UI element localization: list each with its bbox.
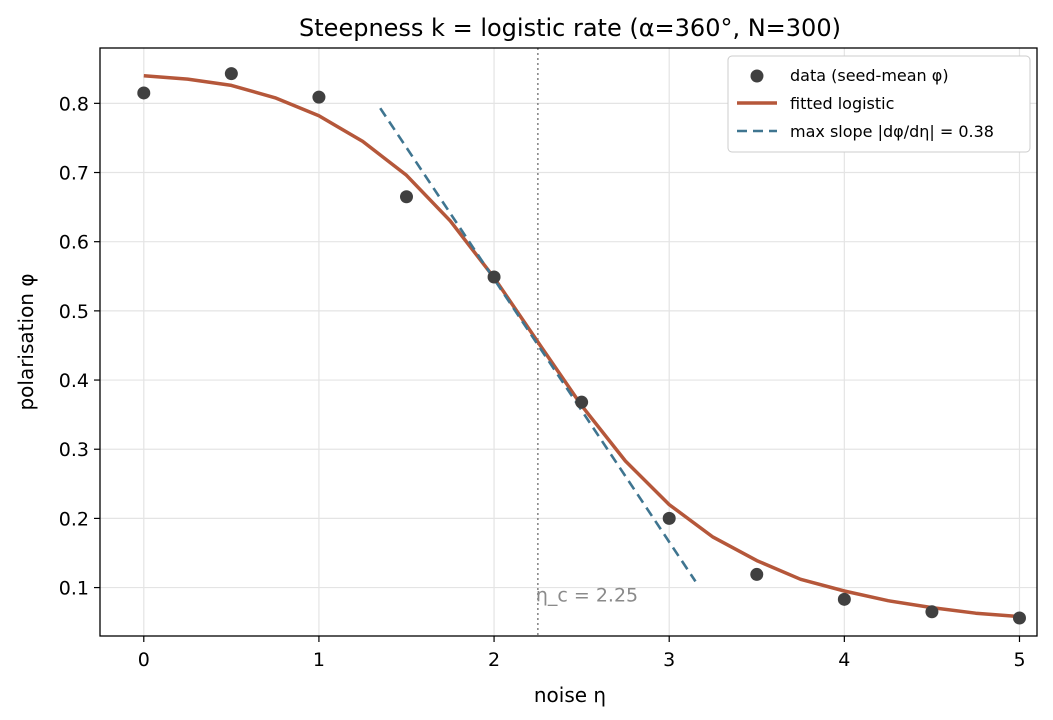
ticks-layer: 0 1 2 3 4 5 0.1 0.2 0.3 0.4 0.5 0.6 0.7 0.8 [59,93,1026,671]
y-tick-label: 0.1 [59,578,89,600]
fitted-logistic-line [143,73,1020,619]
critical-noise-annotation: η_c = 2.25 [536,584,638,606]
data-point [925,605,939,619]
legend-label-slope: max slope |dφ/dη| = 0.38 [790,122,994,141]
x-tick-label: 1 [313,649,325,671]
legend-marker-data [750,69,764,83]
legend-label-fit: fitted logistic [790,94,894,113]
x-tick-label: 5 [1013,649,1025,671]
legend-box [727,55,1031,153]
data-point [575,395,589,409]
x-tick-label: 4 [838,649,850,671]
y-tick-label: 0.6 [59,232,89,254]
plot-frame [99,47,1038,637]
marks-layer: η_c = 2.25 [137,48,1026,636]
y-tick-label: 0.5 [59,301,89,323]
x-tick-label: 3 [663,649,675,671]
x-axis-label: noise η [534,683,606,707]
data-point [662,511,676,525]
data-point [750,567,764,581]
y-tick-label: 0.7 [59,163,89,185]
data-point [137,86,151,100]
data-point [837,592,851,606]
legend-label-data: data (seed-mean φ) [790,66,949,85]
chart-title: Steepness k = logistic rate (α=360°, N=3… [299,14,841,42]
data-point [224,67,238,81]
data-point [399,190,413,204]
y-tick-label: 0.4 [59,370,89,392]
y-tick-label: 0.8 [59,93,89,115]
y-tick-label: 0.2 [59,508,89,530]
x-tick-label: 0 [138,649,150,671]
max-slope-line [379,107,697,583]
data-point [487,270,501,284]
legend: data (seed-mean φ) fitted logistic max s… [727,55,1031,153]
data-point [1012,611,1026,625]
data-point [312,90,326,104]
y-axis-label: polarisation φ [14,273,38,410]
x-tick-label: 2 [488,649,500,671]
y-tick-label: 0.3 [59,439,89,461]
